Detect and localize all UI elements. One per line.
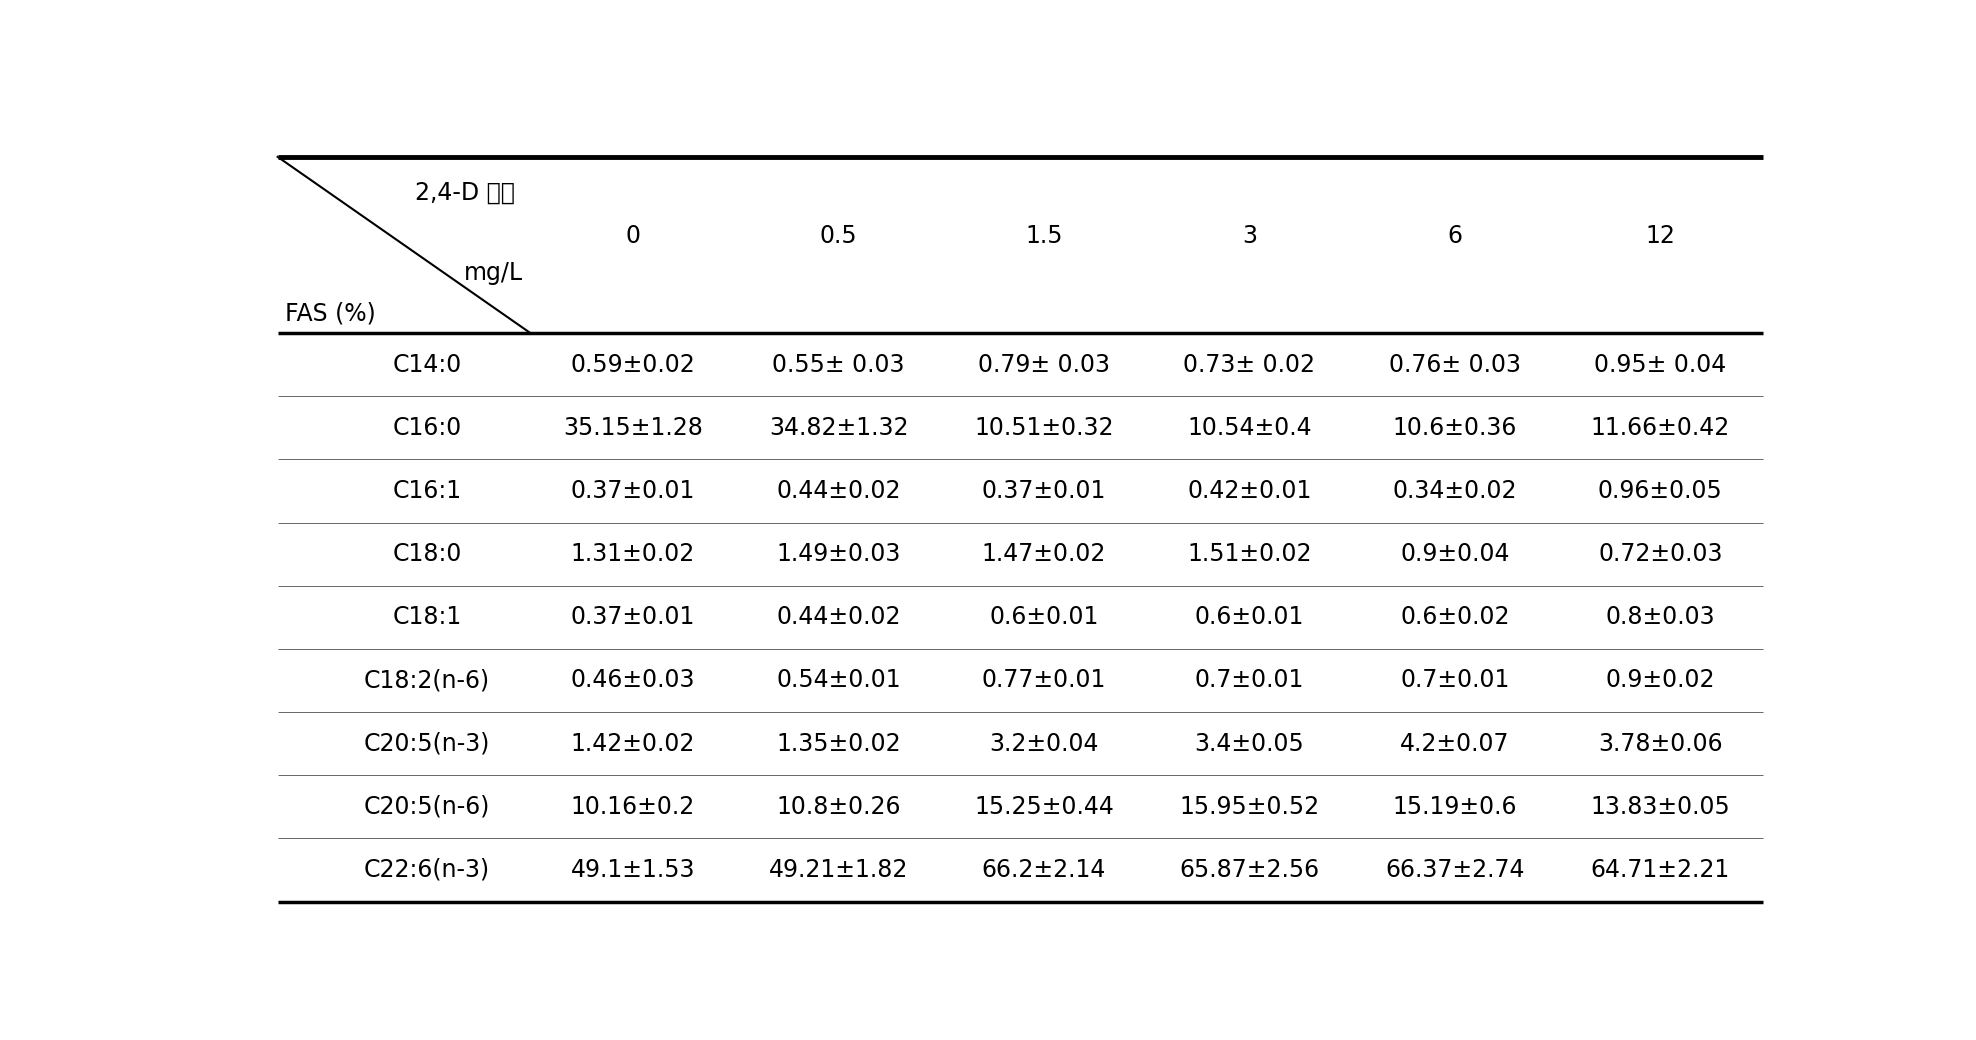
Text: 0.9±0.02: 0.9±0.02 — [1606, 669, 1715, 693]
Text: 1.5: 1.5 — [1026, 224, 1063, 249]
Text: 0.77±0.01: 0.77±0.01 — [982, 669, 1107, 693]
Text: 0.6±0.01: 0.6±0.01 — [990, 605, 1099, 629]
Text: 6: 6 — [1446, 224, 1462, 249]
Text: 15.25±0.44: 15.25±0.44 — [974, 795, 1114, 818]
Text: C18:0: C18:0 — [393, 542, 462, 566]
Text: 0.95± 0.04: 0.95± 0.04 — [1595, 353, 1727, 376]
Text: 0.76± 0.03: 0.76± 0.03 — [1389, 353, 1522, 376]
Text: 49.21±1.82: 49.21±1.82 — [769, 858, 909, 882]
Text: 0.7±0.01: 0.7±0.01 — [1195, 669, 1304, 693]
Text: 10.6±0.36: 10.6±0.36 — [1393, 416, 1518, 440]
Text: 3.78±0.06: 3.78±0.06 — [1599, 732, 1723, 756]
Text: 64.71±2.21: 64.71±2.21 — [1591, 858, 1729, 882]
Text: 66.37±2.74: 66.37±2.74 — [1385, 858, 1525, 882]
Text: 0.79± 0.03: 0.79± 0.03 — [978, 353, 1111, 376]
Text: 13.83±0.05: 13.83±0.05 — [1591, 795, 1731, 818]
Text: 1.42±0.02: 1.42±0.02 — [571, 732, 696, 756]
Text: 1.51±0.02: 1.51±0.02 — [1188, 542, 1312, 566]
Text: 0.37±0.01: 0.37±0.01 — [571, 479, 696, 503]
Text: 2,4-D 浓度: 2,4-D 浓度 — [415, 181, 516, 205]
Text: 0.9±0.04: 0.9±0.04 — [1401, 542, 1510, 566]
Text: 0.72±0.03: 0.72±0.03 — [1599, 542, 1723, 566]
Text: 1.31±0.02: 1.31±0.02 — [571, 542, 696, 566]
Text: C18:1: C18:1 — [393, 605, 462, 629]
Text: 10.54±0.4: 10.54±0.4 — [1188, 416, 1312, 440]
Text: 12: 12 — [1646, 224, 1676, 249]
Text: 15.95±0.52: 15.95±0.52 — [1180, 795, 1320, 818]
Text: 65.87±2.56: 65.87±2.56 — [1180, 858, 1320, 882]
Text: 1.49±0.03: 1.49±0.03 — [777, 542, 901, 566]
Text: C16:0: C16:0 — [393, 416, 462, 440]
Text: C16:1: C16:1 — [393, 479, 462, 503]
Text: C14:0: C14:0 — [393, 353, 462, 376]
Text: 0.55± 0.03: 0.55± 0.03 — [773, 353, 905, 376]
Text: 0.7±0.01: 0.7±0.01 — [1401, 669, 1510, 693]
Text: 34.82±1.32: 34.82±1.32 — [769, 416, 909, 440]
Text: 0.44±0.02: 0.44±0.02 — [777, 479, 901, 503]
Text: mg/L: mg/L — [464, 261, 522, 285]
Text: 0.6±0.02: 0.6±0.02 — [1401, 605, 1510, 629]
Text: FAS (%): FAS (%) — [285, 301, 375, 324]
Text: 4.2±0.07: 4.2±0.07 — [1401, 732, 1510, 756]
Text: C22:6(n-3): C22:6(n-3) — [364, 858, 490, 882]
Text: 49.1±1.53: 49.1±1.53 — [571, 858, 696, 882]
Text: 0.37±0.01: 0.37±0.01 — [571, 605, 696, 629]
Text: 10.16±0.2: 10.16±0.2 — [571, 795, 696, 818]
Text: 0.59±0.02: 0.59±0.02 — [571, 353, 696, 376]
Text: 0.42±0.01: 0.42±0.01 — [1188, 479, 1312, 503]
Text: 3: 3 — [1243, 224, 1257, 249]
Text: 0.73± 0.02: 0.73± 0.02 — [1184, 353, 1316, 376]
Text: 0.6±0.01: 0.6±0.01 — [1195, 605, 1304, 629]
Text: 0.37±0.01: 0.37±0.01 — [982, 479, 1107, 503]
Text: C20:5(n-6): C20:5(n-6) — [364, 795, 490, 818]
Text: 0.34±0.02: 0.34±0.02 — [1393, 479, 1518, 503]
Text: 11.66±0.42: 11.66±0.42 — [1591, 416, 1729, 440]
Text: 3.2±0.04: 3.2±0.04 — [990, 732, 1099, 756]
Text: 0.54±0.01: 0.54±0.01 — [777, 669, 901, 693]
Text: 0: 0 — [626, 224, 640, 249]
Text: 0.44±0.02: 0.44±0.02 — [777, 605, 901, 629]
Text: 0.8±0.03: 0.8±0.03 — [1606, 605, 1715, 629]
Text: 66.2±2.14: 66.2±2.14 — [982, 858, 1107, 882]
Text: 35.15±1.28: 35.15±1.28 — [563, 416, 703, 440]
Text: 0.5: 0.5 — [820, 224, 858, 249]
Text: C18:2(n-6): C18:2(n-6) — [364, 669, 490, 693]
Text: 1.35±0.02: 1.35±0.02 — [777, 732, 901, 756]
Text: C20:5(n-3): C20:5(n-3) — [364, 732, 490, 756]
Text: 3.4±0.05: 3.4±0.05 — [1195, 732, 1304, 756]
Text: 15.19±0.6: 15.19±0.6 — [1393, 795, 1518, 818]
Text: 10.51±0.32: 10.51±0.32 — [974, 416, 1114, 440]
Text: 0.96±0.05: 0.96±0.05 — [1599, 479, 1723, 503]
Text: 1.47±0.02: 1.47±0.02 — [982, 542, 1107, 566]
Text: 0.46±0.03: 0.46±0.03 — [571, 669, 696, 693]
Text: 10.8±0.26: 10.8±0.26 — [777, 795, 901, 818]
